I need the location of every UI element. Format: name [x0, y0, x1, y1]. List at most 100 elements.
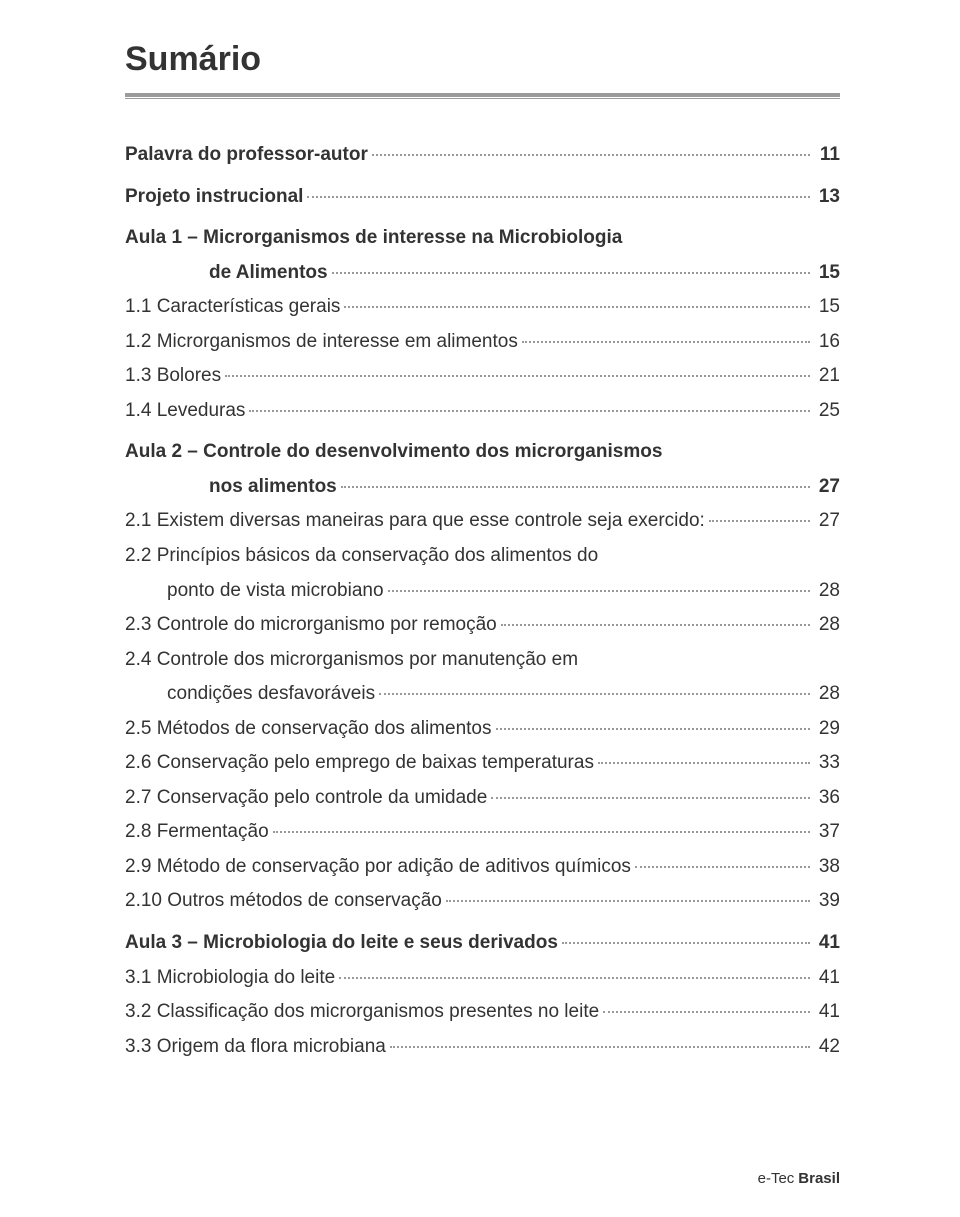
toc-entry-page: 28: [814, 577, 840, 605]
toc-leader: [635, 853, 810, 872]
toc-row: Aula 2 – Controle do desenvolvimento dos…: [125, 438, 840, 466]
toc-leader: [603, 998, 810, 1017]
toc-entry-label: 2.3 Controle do microrganismo por remoçã…: [125, 611, 497, 639]
toc-row: 3.3 Origem da flora microbiana 42: [125, 1033, 840, 1061]
toc-row: 2.4 Controle dos microrganismos por manu…: [125, 646, 840, 674]
toc-leader: [341, 473, 810, 492]
divider-thick: [125, 93, 840, 97]
toc-entry-page: 39: [814, 887, 840, 915]
toc-entry-page: 37: [814, 818, 840, 846]
toc-entry-label: Palavra do professor-autor: [125, 141, 368, 169]
toc-row: Aula 3 – Microbiologia do leite e seus d…: [125, 929, 840, 957]
toc-leader: [344, 293, 810, 312]
toc-entry-label: ponto de vista microbiano: [125, 577, 384, 605]
toc-entry-label: 2.9 Método de conservação por adição de …: [125, 853, 631, 881]
toc-row: 2.3 Controle do microrganismo por remoçã…: [125, 611, 840, 639]
toc-entry-label: 2.6 Conservação pelo emprego de baixas t…: [125, 749, 594, 777]
toc-leader: [332, 259, 810, 278]
toc-leader: [501, 611, 810, 630]
toc-entry-page: 38: [814, 853, 840, 881]
toc-row: 1.1 Características gerais 15: [125, 293, 840, 321]
toc-leader: [249, 397, 810, 416]
toc-entry-label: Aula 1 – Microrganismos de interesse na …: [125, 224, 622, 252]
toc-leader: [598, 749, 810, 768]
toc-leader: [372, 141, 810, 160]
toc-row: 2.5 Métodos de conservação dos alimentos…: [125, 715, 840, 743]
toc-leader: [339, 964, 810, 983]
footer-prefix: e-Tec: [758, 1170, 795, 1187]
toc-entry-page: 28: [814, 680, 840, 708]
toc-leader: [379, 680, 810, 699]
toc-entry-page: 29: [814, 715, 840, 743]
toc-row: 3.1 Microbiologia do leite 41: [125, 964, 840, 992]
toc-leader: [225, 362, 810, 381]
toc-row: 2.8 Fermentação 37: [125, 818, 840, 846]
toc-row: condições desfavoráveis 28: [125, 680, 840, 708]
toc-row: 1.2 Microrganismos de interesse em alime…: [125, 328, 840, 356]
toc-leader: [388, 577, 810, 596]
toc-entry-label: Aula 3 – Microbiologia do leite e seus d…: [125, 929, 558, 957]
toc-entry-page: 13: [814, 183, 840, 211]
toc-entry-label: 2.5 Métodos de conservação dos alimentos: [125, 715, 492, 743]
toc-leader: [562, 929, 810, 948]
toc-entry-label: Projeto instrucional: [125, 183, 303, 211]
toc-leader: [307, 183, 810, 202]
toc-entry-label: 2.8 Fermentação: [125, 818, 269, 846]
toc-entry-label: 2.7 Conservação pelo controle da umidade: [125, 784, 487, 812]
toc-entry-page: 41: [814, 929, 840, 957]
toc-entry-page: 36: [814, 784, 840, 812]
toc-entry-label: 3.1 Microbiologia do leite: [125, 964, 335, 992]
toc-row: Aula 1 – Microrganismos de interesse na …: [125, 224, 840, 252]
toc-entry-label: condições desfavoráveis: [125, 680, 375, 708]
toc-entry-page: 33: [814, 749, 840, 777]
toc-row: 3.2 Classificação dos microrganismos pre…: [125, 998, 840, 1026]
toc-entry-page: 16: [814, 328, 840, 356]
toc-entry-label: Aula 2 – Controle do desenvolvimento dos…: [125, 438, 662, 466]
toc-entry-label: 2.1 Existem diversas maneiras para que e…: [125, 507, 705, 535]
toc-entry-page: 27: [814, 507, 840, 535]
toc-leader: [273, 818, 810, 837]
toc-entry-label: de Alimentos: [125, 259, 328, 287]
toc-entry-page: 25: [814, 397, 840, 425]
toc-row: 2.7 Conservação pelo controle da umidade…: [125, 784, 840, 812]
toc-leader: [709, 507, 810, 526]
toc-entry-label: 1.2 Microrganismos de interesse em alime…: [125, 328, 518, 356]
toc-entry-page: 15: [814, 293, 840, 321]
toc-row: 1.3 Bolores 21: [125, 362, 840, 390]
toc-entry-page: 27: [814, 473, 840, 501]
toc-entry-label: 1.1 Características gerais: [125, 293, 340, 321]
toc-entry-page: 41: [814, 964, 840, 992]
toc-row: 2.9 Método de conservação por adição de …: [125, 853, 840, 881]
toc-row: 1.4 Leveduras25: [125, 397, 840, 425]
toc-row: Palavra do professor-autor 11: [125, 141, 840, 169]
toc-row: ponto de vista microbiano 28: [125, 577, 840, 605]
toc-row: 2.6 Conservação pelo emprego de baixas t…: [125, 749, 840, 777]
page-title: Sumário: [125, 40, 840, 79]
toc-entry-label: nos alimentos: [125, 473, 337, 501]
toc-list: Palavra do professor-autor 11 Projeto inst…: [125, 141, 840, 1060]
toc-entry-label: 2.4 Controle dos microrganismos por manu…: [125, 646, 578, 674]
toc-row: de Alimentos 15: [125, 259, 840, 287]
toc-entry-page: 11: [814, 141, 840, 169]
toc-row: 2.10 Outros métodos de conservação 39: [125, 887, 840, 915]
toc-entry-page: 41: [814, 998, 840, 1026]
footer-brand: Brasil: [798, 1170, 840, 1187]
toc-row: Projeto instrucional 13: [125, 183, 840, 211]
toc-entry-page: 21: [814, 362, 840, 390]
toc-row: 2.1 Existem diversas maneiras para que e…: [125, 507, 840, 535]
toc-entry-page: 15: [814, 259, 840, 287]
toc-leader: [496, 715, 811, 734]
page-footer: e-Tec Brasil: [125, 1170, 840, 1187]
toc-entry-page: 42: [814, 1033, 840, 1061]
divider-thin: [125, 98, 840, 99]
toc-leader: [491, 784, 810, 803]
toc-row: nos alimentos 27: [125, 473, 840, 501]
toc-entry-label: 3.3 Origem da flora microbiana: [125, 1033, 386, 1061]
toc-entry-label: 2.2 Princípios básicos da conservação do…: [125, 542, 598, 570]
toc-entry-label: 2.10 Outros métodos de conservação: [125, 887, 442, 915]
toc-entry-page: 28: [814, 611, 840, 639]
toc-row: 2.2 Princípios básicos da conservação do…: [125, 542, 840, 570]
toc-leader: [390, 1033, 810, 1052]
toc-entry-label: 1.3 Bolores: [125, 362, 221, 390]
toc-leader: [446, 887, 810, 906]
